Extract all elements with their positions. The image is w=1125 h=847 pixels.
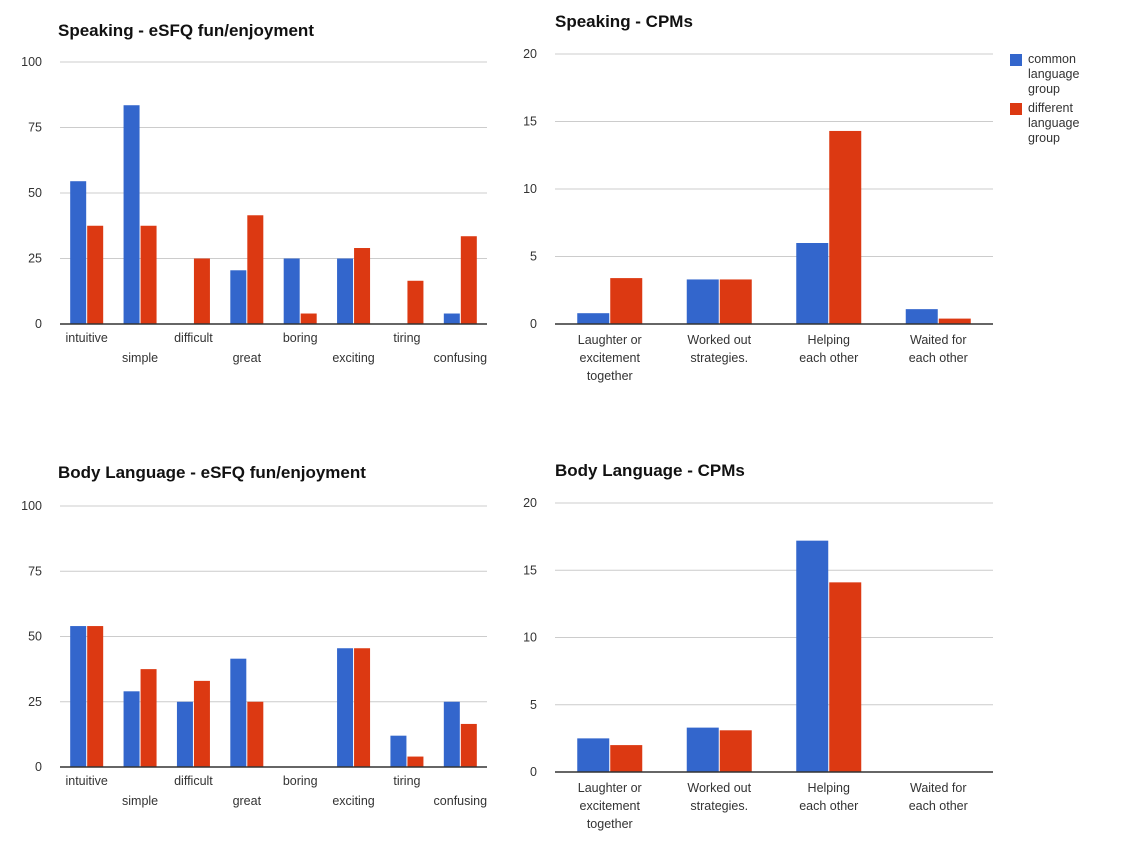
chart-title-body-esfq: Body Language - eSFQ fun/enjoyment <box>58 463 366 482</box>
body-esfq-ytick-label: 25 <box>28 695 42 709</box>
body-esfq-bar-different-3 <box>247 701 264 767</box>
body-esfq-bar-common-7 <box>443 701 460 767</box>
body-esfq-bar-common-3 <box>230 658 247 767</box>
body-cpms-ytick-label: 15 <box>523 563 537 577</box>
speaking-esfq-xtick-label: confusing <box>434 351 488 365</box>
body-esfq-bar-common-6 <box>390 735 407 767</box>
body-cpms-xtick-label: Helping each other <box>799 781 858 813</box>
speaking-esfq-bar-different-4 <box>300 313 317 324</box>
body-cpms-ytick-label: 20 <box>523 496 537 510</box>
legend-label-different: different language group <box>1028 101 1080 145</box>
chart-title-speaking-cpms: Speaking - CPMs <box>555 12 693 31</box>
body-esfq-xtick-label: difficult <box>174 774 213 788</box>
speaking-cpms-ytick-label: 20 <box>523 47 537 61</box>
body-cpms-xtick-label: Laughter or excitement together <box>578 781 642 831</box>
speaking-esfq-xtick-label: intuitive <box>65 331 107 345</box>
legend-label-common: common language group <box>1028 52 1080 96</box>
legend-item-different: different language group <box>1010 101 1120 146</box>
speaking-cpms-ytick-label: 15 <box>523 115 537 129</box>
speaking-esfq-bar-common-4 <box>283 258 300 324</box>
body-esfq-ytick-label: 100 <box>21 499 42 513</box>
speaking-esfq-bar-common-1 <box>123 105 140 324</box>
speaking-cpms-bar-common-1 <box>686 279 719 324</box>
speaking-cpms-xtick-label: Laughter or excitement together <box>578 333 642 383</box>
speaking-cpms-bar-common-0 <box>577 313 610 324</box>
body-esfq-bar-common-5 <box>337 648 354 767</box>
speaking-esfq-xtick-label: tiring <box>393 331 420 345</box>
speaking-esfq-bar-different-0 <box>87 225 104 324</box>
body-esfq-xtick-label: simple <box>122 794 158 808</box>
speaking-cpms-ytick-label: 10 <box>523 182 537 196</box>
chart-title-speaking-esfq: Speaking - eSFQ fun/enjoyment <box>58 21 314 40</box>
body-cpms-bar-different-1 <box>719 730 752 772</box>
body-esfq-bar-common-1 <box>123 691 140 767</box>
body-cpms-bar-common-1 <box>686 727 719 772</box>
speaking-esfq-bar-common-7 <box>443 313 460 324</box>
speaking-esfq-bar-different-6 <box>407 280 424 324</box>
speaking-cpms-ytick-label: 5 <box>530 250 537 264</box>
body-esfq-ytick-label: 0 <box>35 760 42 774</box>
body-cpms-xtick-label: Waited for each other <box>909 781 968 813</box>
speaking-esfq-bar-different-3 <box>247 215 264 324</box>
speaking-esfq-ytick-label: 100 <box>21 55 42 69</box>
speaking-esfq-ytick-label: 25 <box>28 252 42 266</box>
body-esfq-bar-different-2 <box>193 680 210 767</box>
body-esfq-xtick-label: great <box>233 794 262 808</box>
body-cpms-ytick-label: 10 <box>523 631 537 645</box>
speaking-esfq-xtick-label: exciting <box>332 351 374 365</box>
speaking-esfq-bar-different-7 <box>460 236 477 324</box>
body-cpms-xtick-label: Worked out strategies. <box>687 781 751 813</box>
body-cpms-ytick-label: 0 <box>530 765 537 779</box>
body-esfq-bar-different-7 <box>460 723 477 767</box>
body-esfq-xtick-label: tiring <box>393 774 420 788</box>
speaking-cpms-bar-different-2 <box>829 130 862 324</box>
body-esfq-xtick-label: confusing <box>434 794 488 808</box>
speaking-esfq-xtick-label: boring <box>283 331 318 345</box>
speaking-cpms-bar-common-3 <box>905 309 938 324</box>
body-cpms-bar-common-2 <box>796 540 829 772</box>
legend-swatch-common <box>1010 54 1022 66</box>
body-esfq-xtick-label: exciting <box>332 794 374 808</box>
body-cpms-bar-different-2 <box>829 582 862 772</box>
speaking-esfq-bar-different-5 <box>354 248 371 324</box>
body-esfq-bar-different-6 <box>407 756 424 767</box>
body-cpms-bar-different-0 <box>610 745 643 772</box>
body-esfq-bar-common-2 <box>176 701 193 767</box>
body-esfq-bar-different-0 <box>87 626 104 767</box>
body-esfq-xtick-label: boring <box>283 774 318 788</box>
speaking-esfq-xtick-label: great <box>233 351 262 365</box>
speaking-esfq-ytick-label: 0 <box>35 317 42 331</box>
speaking-esfq-bar-different-1 <box>140 225 157 324</box>
speaking-esfq-ytick-label: 75 <box>28 121 42 135</box>
speaking-cpms-bar-common-2 <box>796 243 829 324</box>
speaking-cpms-xtick-label: Worked out strategies. <box>687 333 751 365</box>
body-esfq-ytick-label: 50 <box>28 630 42 644</box>
speaking-cpms-bar-different-3 <box>938 318 971 324</box>
speaking-cpms-bar-different-0 <box>610 278 643 324</box>
chart-title-body-cpms: Body Language - CPMs <box>555 461 745 480</box>
body-esfq-bar-different-1 <box>140 669 157 767</box>
legend-item-common: common language group <box>1010 52 1120 97</box>
speaking-esfq-bar-common-0 <box>70 181 87 324</box>
body-esfq-ytick-label: 75 <box>28 564 42 578</box>
speaking-esfq-ytick-label: 50 <box>28 186 42 200</box>
speaking-esfq-xtick-label: difficult <box>174 331 213 345</box>
body-cpms-ytick-label: 5 <box>530 698 537 712</box>
legend: common language group different language… <box>1010 52 1120 150</box>
body-esfq-bar-common-0 <box>70 626 87 767</box>
body-esfq-xtick-label: intuitive <box>65 774 107 788</box>
speaking-cpms-ytick-label: 0 <box>530 317 537 331</box>
speaking-cpms-xtick-label: Waited for each other <box>909 333 968 365</box>
speaking-esfq-xtick-label: simple <box>122 351 158 365</box>
speaking-cpms-bar-different-1 <box>719 279 752 324</box>
speaking-cpms-xtick-label: Helping each other <box>799 333 858 365</box>
speaking-esfq-bar-common-5 <box>337 258 354 324</box>
legend-swatch-different <box>1010 103 1022 115</box>
body-cpms-bar-common-0 <box>577 738 610 772</box>
speaking-esfq-bar-different-2 <box>193 258 210 324</box>
speaking-esfq-bar-common-3 <box>230 270 247 324</box>
body-esfq-bar-different-5 <box>354 648 371 767</box>
